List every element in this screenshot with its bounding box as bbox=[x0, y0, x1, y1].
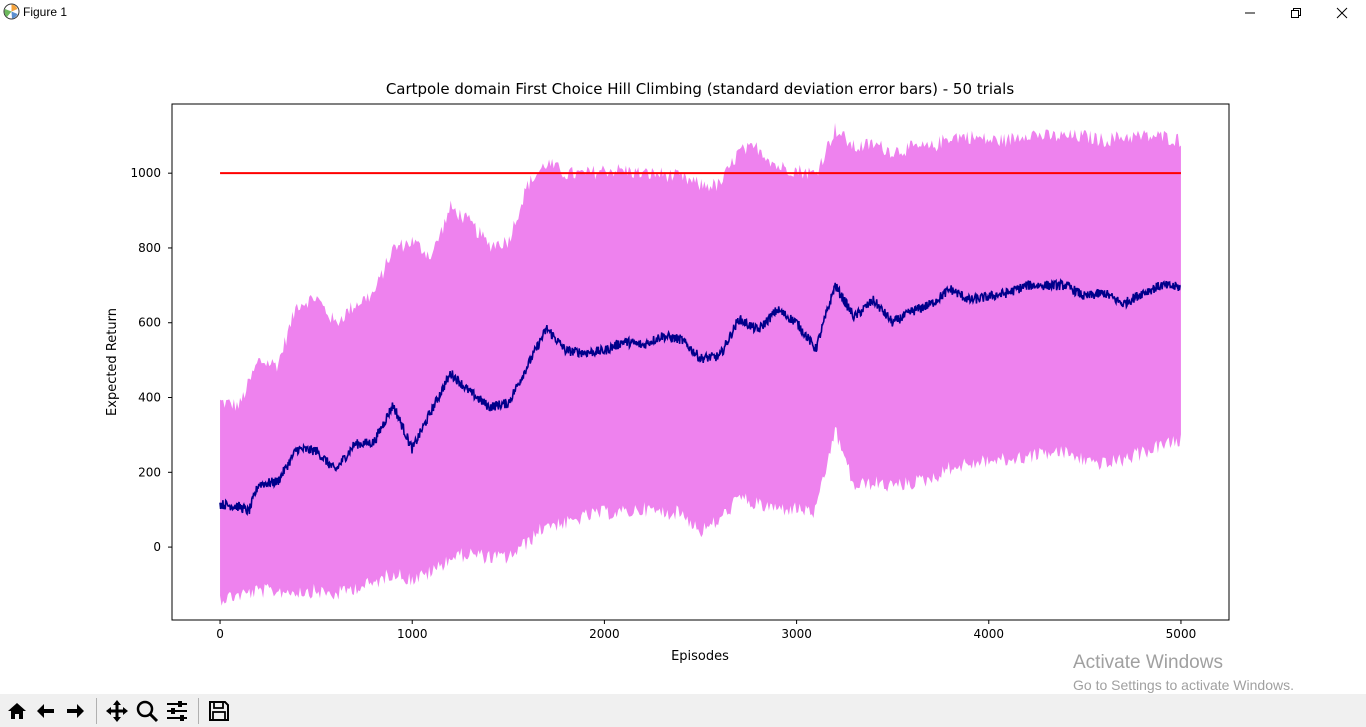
y-tick-label: 600 bbox=[138, 316, 161, 330]
back-arrow-icon bbox=[37, 704, 54, 718]
minimize-button[interactable] bbox=[1227, 0, 1273, 26]
x-tick-label: 4000 bbox=[973, 627, 1004, 641]
axes: 0 1000 2000 3000 4000 5000 0 200 400 600 800 1000 bbox=[130, 103, 1230, 641]
save-button[interactable] bbox=[206, 698, 232, 724]
chart-title: Cartpole domain First Choice Hill Climbi… bbox=[386, 80, 1015, 98]
y-tick-label: 1000 bbox=[130, 166, 161, 180]
navigation-toolbar bbox=[0, 694, 1366, 727]
x-tick-label: 0 bbox=[216, 627, 224, 641]
y-axis-label: Expected Return bbox=[105, 308, 120, 416]
restore-icon bbox=[1291, 8, 1301, 18]
pan-icon bbox=[106, 700, 128, 722]
forward-button[interactable] bbox=[62, 698, 88, 724]
watermark-title: Activate Windows bbox=[1073, 652, 1223, 673]
y-tick-label: 200 bbox=[138, 465, 161, 479]
zoom-icon bbox=[136, 700, 159, 723]
matplotlib-icon bbox=[3, 3, 20, 20]
x-axis-label: Episodes bbox=[671, 649, 729, 664]
close-button[interactable] bbox=[1319, 0, 1365, 26]
save-icon bbox=[209, 701, 229, 721]
window-title: Figure 1 bbox=[23, 5, 68, 19]
x-tick-label: 1000 bbox=[397, 627, 428, 641]
home-icon bbox=[8, 703, 26, 719]
zoom-button[interactable] bbox=[134, 698, 160, 724]
std-band-area bbox=[220, 122, 1181, 606]
x-tick-label: 5000 bbox=[1166, 627, 1197, 641]
toolbar-separator bbox=[96, 698, 97, 724]
configure-subplots-button[interactable] bbox=[164, 698, 190, 724]
forward-arrow-icon bbox=[67, 704, 84, 718]
title-bar: Figure 1 bbox=[0, 0, 1366, 26]
configure-subplots-icon bbox=[167, 701, 187, 721]
x-tick-label: 2000 bbox=[589, 627, 620, 641]
figure-canvas: Cartpole domain First Choice Hill Climbi… bbox=[105, 80, 1230, 664]
x-tick-label: 3000 bbox=[781, 627, 812, 641]
y-tick-label: 800 bbox=[138, 241, 161, 255]
pan-button[interactable] bbox=[104, 698, 130, 724]
home-button[interactable] bbox=[4, 698, 30, 724]
close-icon bbox=[1336, 7, 1348, 19]
plot-area bbox=[219, 122, 1181, 606]
axes-frame bbox=[171, 103, 1230, 621]
y-tick-label: 400 bbox=[138, 391, 161, 405]
windows-activation-watermark: Activate Windows Go to Settings to activ… bbox=[1073, 652, 1294, 693]
back-button[interactable] bbox=[33, 698, 59, 724]
watermark-subtitle: Go to Settings to activate Windows. bbox=[1073, 677, 1294, 693]
mean-return-line bbox=[219, 277, 1181, 517]
y-tick-label: 0 bbox=[153, 540, 161, 554]
toolbar-separator bbox=[198, 698, 199, 724]
minimize-icon bbox=[1245, 12, 1255, 14]
restore-button[interactable] bbox=[1273, 0, 1319, 26]
